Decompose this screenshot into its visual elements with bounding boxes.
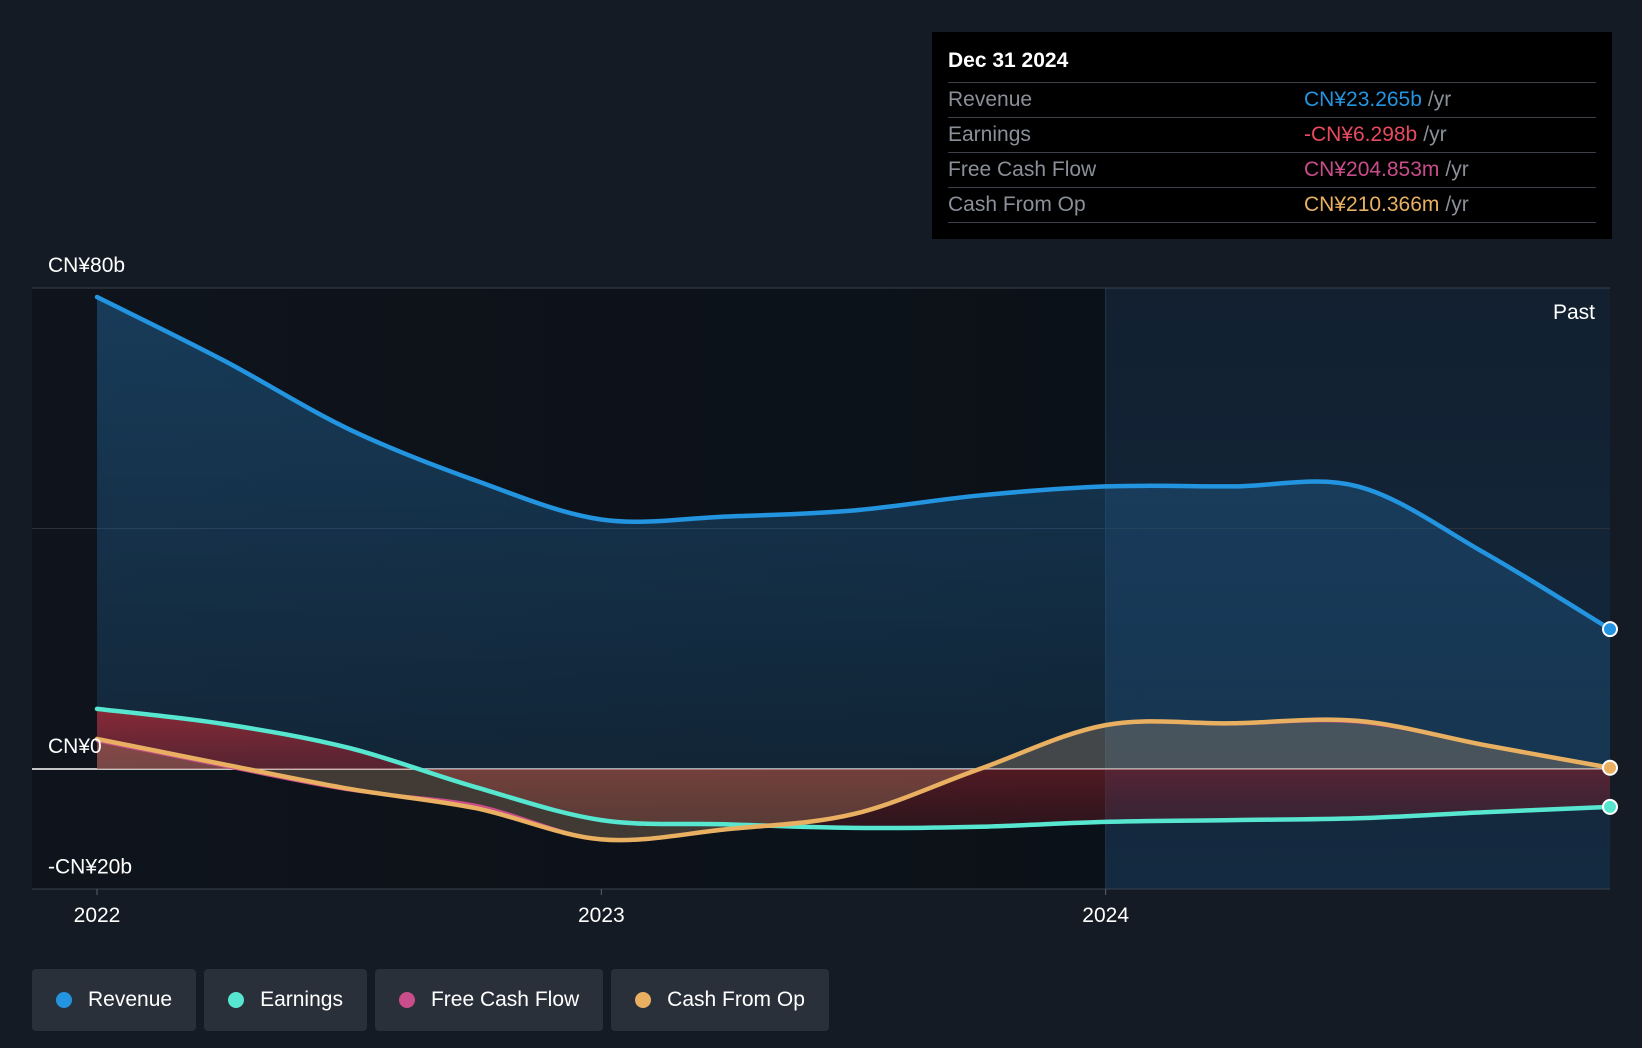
revenue-line — [94, 294, 1613, 632]
tooltip-row-unit: /yr — [1423, 123, 1447, 146]
x-tick-label: 2024 — [1082, 904, 1129, 927]
tooltip-panel: Dec 31 2024 Revenue CN¥23.265b/yr Earnings… — [932, 32, 1612, 239]
legend-dot-icon — [228, 992, 245, 1008]
legend-label: Earnings — [260, 988, 343, 1011]
legend-label: Free Cash Flow — [430, 988, 580, 1011]
tooltip-row-unit: /yr — [1445, 193, 1469, 216]
earnings-line — [94, 706, 1613, 831]
tooltip-row-label: Free Cash Flow — [948, 158, 1097, 181]
chart-legend: Revenue Earnings Free Cash Flow Cash From O… — [32, 969, 829, 1031]
tooltip-row-earnings: Earnings -CN¥6.298b/yr — [948, 118, 1596, 153]
cash-from-op-line — [94, 717, 1613, 843]
past-label: Past — [1553, 301, 1595, 324]
legend-label: Revenue — [88, 988, 173, 1011]
cash-from-op-area — [97, 719, 1610, 841]
x-tick-label: 2023 — [578, 904, 625, 927]
earnings-end-point — [1602, 798, 1618, 815]
tooltip-row-value: CN¥210.366m — [1304, 193, 1440, 216]
tooltip-row-unit: /yr — [1427, 88, 1452, 111]
legend-item-revenue[interactable]: Revenue — [32, 969, 197, 1031]
tooltip-row-free-cash-flow: Free Cash Flow CN¥204.853m/yr — [948, 153, 1596, 188]
y-tick-label: CN¥80b — [48, 254, 125, 277]
tooltip-row-label: Revenue — [948, 88, 1033, 111]
x-tick-label: 2022 — [74, 904, 121, 927]
y-tick-label: -CN¥20b — [48, 855, 132, 878]
tooltip-row-value: CN¥23.265b — [1304, 88, 1422, 111]
revenue-area — [97, 297, 1610, 769]
tooltip-row-value: -CN¥6.298b — [1304, 123, 1418, 146]
y-tick-label: CN¥0 — [48, 735, 102, 758]
tooltip-row-value: CN¥204.853m — [1304, 158, 1440, 181]
cash-from-op-end-point — [1602, 759, 1618, 776]
tooltip-row-cash-from-op: Cash From Op CN¥210.366m/yr — [948, 188, 1596, 223]
legend-item-free-cash-flow[interactable]: Free Cash Flow — [374, 969, 604, 1031]
revenue-end-point — [1602, 621, 1618, 638]
earnings-area — [97, 708, 1610, 829]
legend-item-cash-from-op[interactable]: Cash From Op — [611, 969, 829, 1031]
legend-dot-icon — [635, 992, 652, 1008]
legend-dot-icon — [398, 992, 415, 1008]
legend-label: Cash From Op — [667, 988, 805, 1011]
tooltip-row-label: Cash From Op — [948, 193, 1086, 216]
legend-dot-icon — [56, 992, 72, 1008]
tooltip-date: Dec 31 2024 — [948, 46, 1596, 83]
legend-item-earnings[interactable]: Earnings — [204, 969, 367, 1031]
tooltip-row-label: Earnings — [948, 123, 1031, 146]
tooltip-row-unit: /yr — [1445, 158, 1469, 181]
tooltip-row-revenue: Revenue CN¥23.265b/yr — [948, 83, 1596, 118]
